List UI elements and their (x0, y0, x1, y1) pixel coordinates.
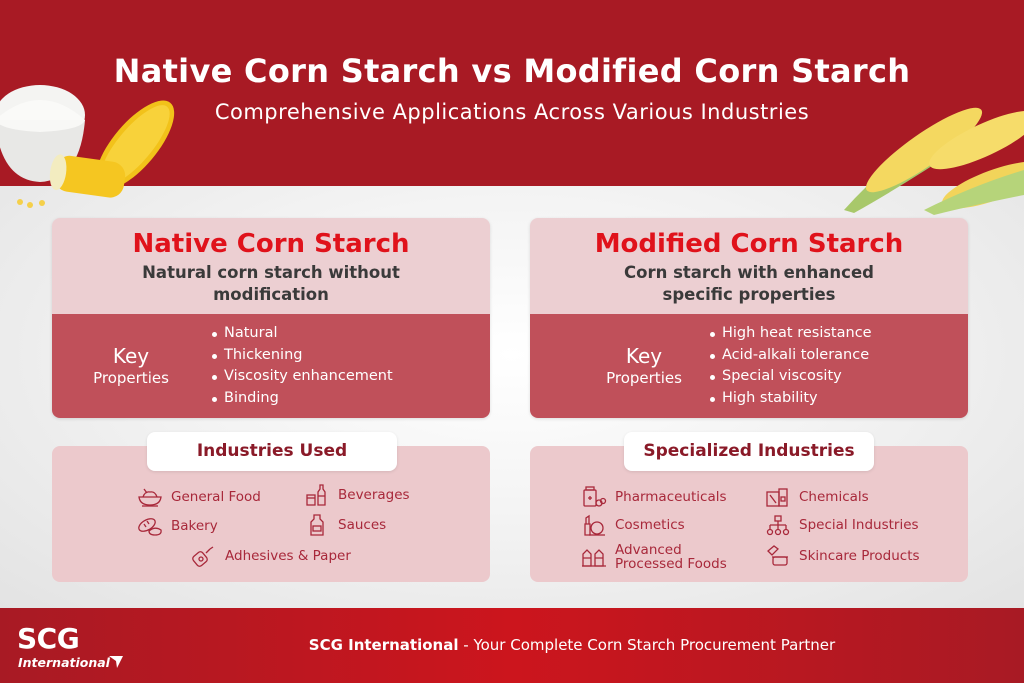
lipstick-compact-icon (584, 514, 605, 536)
native-starch-card: Native Corn Starch Natural corn starch w… (52, 218, 490, 418)
page-title: Native Corn Starch vs Modified Corn Star… (113, 52, 911, 90)
key-properties-label: Key Properties (52, 344, 210, 388)
food-bowl-icon (138, 488, 162, 507)
modified-card-title: Modified Corn Starch (594, 229, 904, 259)
modified-card-header: Modified Corn Starch Corn starch with en… (530, 218, 968, 314)
chemical-containers-icon (766, 488, 788, 507)
scg-logo-subtitle: International (18, 655, 110, 670)
industry-special-industries: Special Industries (765, 514, 919, 536)
property-item: Special viscosity (708, 366, 872, 388)
modified-key-properties: Key Properties High heat resistance Acid… (530, 314, 968, 418)
industry-bakery: Bakery (137, 515, 218, 537)
footer-tagline: SCG International - Your Complete Corn S… (308, 636, 836, 654)
industry-advanced-processed-foods: Advanced Processed Foods (581, 543, 727, 571)
modified-card-description: Corn starch with enhanced specific prope… (624, 263, 874, 304)
modified-properties-list: High heat resistance Acid-alkali toleran… (708, 323, 872, 409)
header-banner (0, 0, 1024, 186)
property-item: Binding (210, 388, 393, 410)
industry-cosmetics: Cosmetics (581, 514, 685, 536)
property-item: Thickening (210, 345, 393, 367)
property-item: Natural (210, 323, 393, 345)
specialized-industries-heading: Specialized Industries (624, 432, 874, 471)
network-icon (766, 515, 790, 536)
medicine-bottle-icon (583, 486, 607, 507)
key-properties-label: Key Properties (530, 344, 758, 388)
industry-sauces: Sauces (304, 514, 386, 536)
corn-cobs-image (844, 107, 1024, 215)
industry-skincare-products: Skincare Products (765, 545, 920, 567)
native-card-header: Native Corn Starch Natural corn starch w… (52, 218, 490, 314)
glue-bottle-icon (192, 546, 214, 567)
key-label: Key (625, 344, 663, 368)
property-item: Acid-alkali tolerance (708, 345, 872, 367)
cream-jar-icon (767, 545, 788, 566)
beverage-bottles-icon (306, 484, 326, 506)
bread-icon (138, 518, 162, 536)
modified-starch-card: Modified Corn Starch Corn starch with en… (530, 218, 968, 418)
native-card-description: Natural corn starch without modification (142, 263, 400, 304)
property-item: High heat resistance (708, 323, 872, 345)
native-key-properties: Key Properties Natural Thickening Viscos… (52, 314, 490, 418)
property-item: High stability (708, 388, 872, 410)
properties-label: Properties (606, 369, 682, 387)
page-subtitle: Comprehensive Applications Across Variou… (214, 100, 810, 124)
industry-chemicals: Chemicals (765, 486, 869, 508)
starch-bowl-corn-image (0, 85, 175, 208)
industry-pharmaceuticals: Pharmaceuticals (581, 486, 727, 508)
packaged-foods-icon (582, 549, 606, 567)
industries-used-heading: Industries Used (147, 432, 397, 471)
properties-label: Properties (93, 369, 169, 387)
sauce-bottle-icon (310, 514, 324, 536)
property-item: Viscosity enhancement (210, 366, 393, 388)
industry-adhesives-paper: Adhesives & Paper (191, 545, 351, 567)
native-card-title: Native Corn Starch (132, 229, 410, 259)
native-properties-list: Natural Thickening Viscosity enhancement… (210, 323, 393, 409)
industry-general-food: General Food (137, 486, 261, 508)
scg-logo: SCG (17, 622, 80, 655)
footer-banner (0, 608, 1024, 683)
key-label: Key (112, 344, 150, 368)
logo-arrow-icon (109, 656, 123, 668)
industry-beverages: Beverages (304, 484, 410, 506)
